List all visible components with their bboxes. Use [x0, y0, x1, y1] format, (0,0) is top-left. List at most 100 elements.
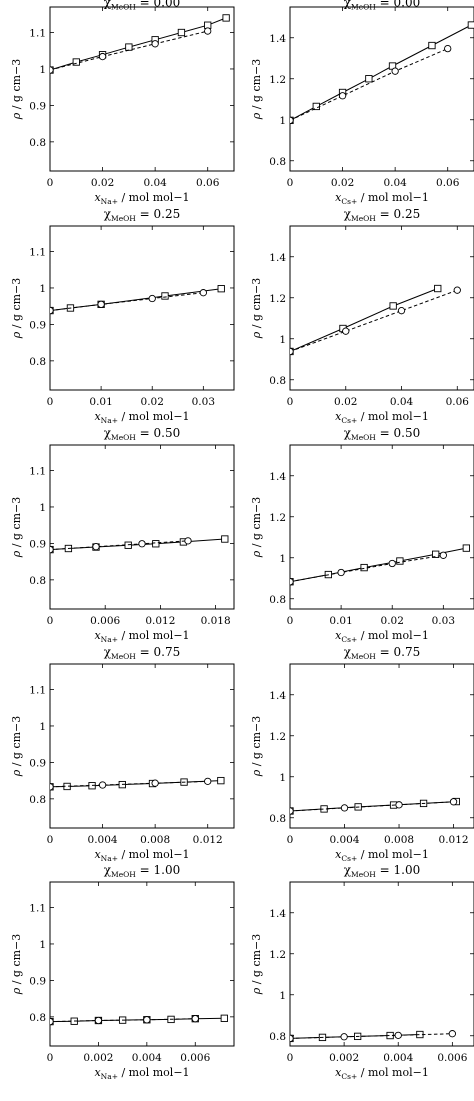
- circle-marker: [449, 798, 458, 806]
- x-tick-label: 0.012: [193, 834, 223, 846]
- circle-marker: [204, 27, 212, 35]
- circle-marker: [395, 801, 403, 809]
- circle-marker: [50, 306, 54, 315]
- circle-marker: [50, 1017, 54, 1026]
- circle-marker: [97, 300, 105, 309]
- plot-frame: [49, 663, 235, 829]
- y-tick-label: 1.1: [29, 466, 46, 478]
- y-axis-label: ρ / g cm−3: [250, 59, 263, 121]
- x-axis-label: xCs+ / mol mol−1: [335, 1066, 429, 1081]
- x-axis-label: xNa+ / mol mol−1: [94, 410, 189, 425]
- x-tick-label: 0.006: [437, 1052, 467, 1064]
- x-tick-label: 0.04: [383, 177, 407, 189]
- circle-marker: [204, 777, 212, 786]
- square-marker: [389, 302, 397, 310]
- circle-marker: [98, 52, 107, 61]
- series-line-circle: [290, 554, 444, 583]
- circle-marker: [338, 92, 347, 100]
- plot-frame: [289, 881, 474, 1047]
- y-tick-label: 1: [279, 772, 286, 784]
- panel-9: 0 0.002 0.004 0.006 0.8 1 1.2 1.4 χMeOH = 1.00 xC…: [250, 863, 474, 1081]
- y-axis-label: ρ / g cm−3: [250, 716, 263, 778]
- y-tick-label: 0.8: [29, 356, 46, 368]
- x-tick-label: 0.01: [329, 615, 352, 627]
- x-tick-label: 0.06: [196, 177, 220, 189]
- square-marker: [428, 41, 436, 50]
- circle-marker: [50, 66, 54, 74]
- x-tick-label: 0.02: [91, 177, 114, 189]
- x-tick-label: 0.004: [132, 1052, 162, 1064]
- x-tick-label: 0: [287, 615, 294, 627]
- y-tick-label: 1: [39, 939, 46, 951]
- circle-marker: [444, 44, 452, 53]
- x-axis-label: xNa+ / mol mol−1: [94, 191, 189, 206]
- series-line-circle: [50, 1018, 196, 1023]
- panel-title: χMeOH = 0.25: [344, 207, 421, 223]
- circle-marker: [50, 783, 54, 791]
- x-tick-label: 0.02: [141, 396, 164, 408]
- circle-marker: [391, 67, 399, 75]
- y-axis-label: ρ / g cm−3: [10, 497, 23, 559]
- x-tick-label: 0: [287, 396, 294, 408]
- y-tick-label: 1.4: [269, 33, 286, 45]
- circle-marker: [397, 307, 406, 315]
- series-line-square: [50, 17, 227, 71]
- y-tick-label: 1.2: [269, 74, 286, 86]
- plot-frame: [289, 225, 474, 391]
- x-tick-label: 0.012: [145, 615, 175, 627]
- square-marker: [124, 541, 132, 549]
- x-axis-label: xCs+ / mol mol−1: [335, 848, 429, 863]
- circle-marker: [337, 568, 345, 577]
- y-tick-label: 1.4: [269, 471, 286, 483]
- x-tick-label: 0: [287, 1052, 294, 1064]
- x-tick-label: 0.03: [432, 615, 455, 627]
- y-tick-label: 1.2: [269, 949, 286, 961]
- x-tick-label: 0.008: [140, 834, 170, 846]
- x-tick-label: 0.004: [329, 834, 359, 846]
- x-tick-label: 0.06: [436, 177, 460, 189]
- series-group: [50, 285, 225, 315]
- circle-marker: [143, 1016, 151, 1024]
- plot-frame: [49, 881, 235, 1047]
- y-axis-label: ρ / g cm−3: [10, 59, 23, 121]
- y-tick-label: 0.9: [29, 757, 46, 769]
- series-line-square: [290, 288, 438, 352]
- y-tick-label: 0.8: [269, 156, 286, 168]
- x-tick-label: 0.02: [331, 177, 354, 189]
- y-tick-label: 1.2: [269, 293, 286, 305]
- plot-frame: [289, 6, 474, 172]
- x-axis-label: xNa+ / mol mol−1: [94, 1066, 189, 1081]
- circle-marker: [453, 286, 461, 294]
- y-axis-label: ρ / g cm−3: [250, 497, 263, 559]
- series-line-circle: [50, 292, 204, 312]
- plot-frame: [289, 444, 474, 610]
- y-tick-label: 0.8: [269, 375, 286, 387]
- x-tick-label: 0.002: [329, 1052, 359, 1064]
- plot-frame: [49, 225, 235, 391]
- y-tick-label: 0.9: [29, 100, 46, 112]
- x-tick-label: 0.006: [90, 615, 120, 627]
- square-marker: [432, 550, 440, 558]
- x-tick-label: 0.04: [143, 177, 167, 189]
- x-tick-label: 0.018: [201, 615, 231, 627]
- y-tick-label: 0.8: [29, 1012, 46, 1024]
- circle-marker: [191, 1015, 199, 1023]
- plot-frame: [289, 663, 474, 829]
- x-tick-label: 0: [47, 834, 54, 846]
- circle-marker: [388, 559, 396, 568]
- square-marker: [152, 540, 160, 548]
- circle-marker: [340, 804, 349, 812]
- circle-marker: [290, 1034, 294, 1043]
- circle-marker: [340, 1033, 348, 1041]
- circle-marker: [342, 327, 350, 335]
- series-line-circle: [290, 48, 448, 121]
- circle-marker: [184, 537, 192, 545]
- x-tick-label: 0: [47, 1052, 54, 1064]
- series-group: [50, 776, 225, 791]
- series-line-circle: [290, 801, 454, 812]
- x-tick-label: 0.006: [180, 1052, 210, 1064]
- x-axis-label: xNa+ / mol mol−1: [94, 848, 189, 863]
- y-tick-label: 0.8: [29, 575, 46, 587]
- x-axis-label: xCs+ / mol mol−1: [335, 629, 429, 644]
